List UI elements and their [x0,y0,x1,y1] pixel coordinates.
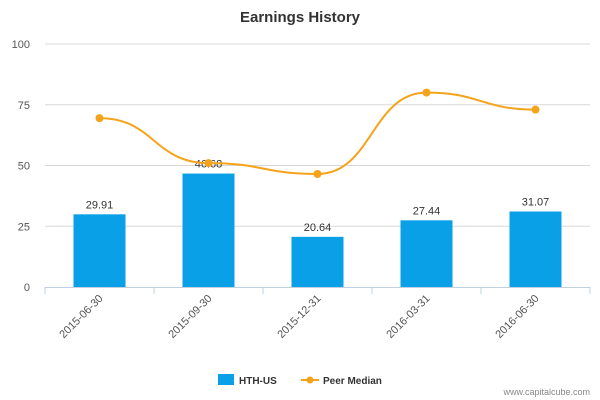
x-tick-label: 2015-09-30 [166,293,214,341]
bar [182,173,235,287]
x-tick-label: 2015-06-30 [57,293,105,341]
x-tick-label: 2016-03-31 [384,293,432,341]
y-tick-label: 0 [24,282,30,294]
bar-data-label: 31.07 [522,196,550,208]
y-tick-label: 50 [18,161,30,173]
peer-median-point [531,105,540,114]
y-axis-ticks: 0 25 50 75 100 [12,39,30,294]
legend-label-hth: HTH-US [239,376,277,387]
legend: HTH-US Peer Median [218,374,382,387]
bar-data-label: 27.44 [413,205,441,217]
credit-text: www.capitalcube.com [502,387,590,397]
bar [73,214,126,287]
peer-median-point [95,114,104,123]
x-axis [44,287,591,294]
bar [509,211,562,287]
bar [400,220,453,287]
bar-data-label: 29.91 [86,199,114,211]
y-tick-label: 100 [12,39,30,51]
peer-median-point [422,88,431,97]
peer-median-point [204,159,213,168]
legend-swatch-marker [306,376,314,384]
peer-median-point [313,170,322,179]
y-tick-label: 75 [18,100,30,112]
x-axis-ticks: 2015-06-30 2015-09-30 2015-12-31 2016-03-31… [57,293,541,341]
x-tick-label: 2016-06-30 [493,293,541,341]
legend-label-peer: Peer Median [323,376,382,387]
bar-series [73,173,562,287]
y-tick-label: 25 [18,221,30,233]
peer-median-series [95,88,540,179]
y-gridlines [45,43,590,227]
legend-swatch-bar [218,374,234,385]
bar-data-label: 20.64 [304,222,332,234]
bar [291,236,344,287]
x-tick-label: 2015-12-31 [275,293,323,341]
chart-title: Earnings History [240,9,361,26]
